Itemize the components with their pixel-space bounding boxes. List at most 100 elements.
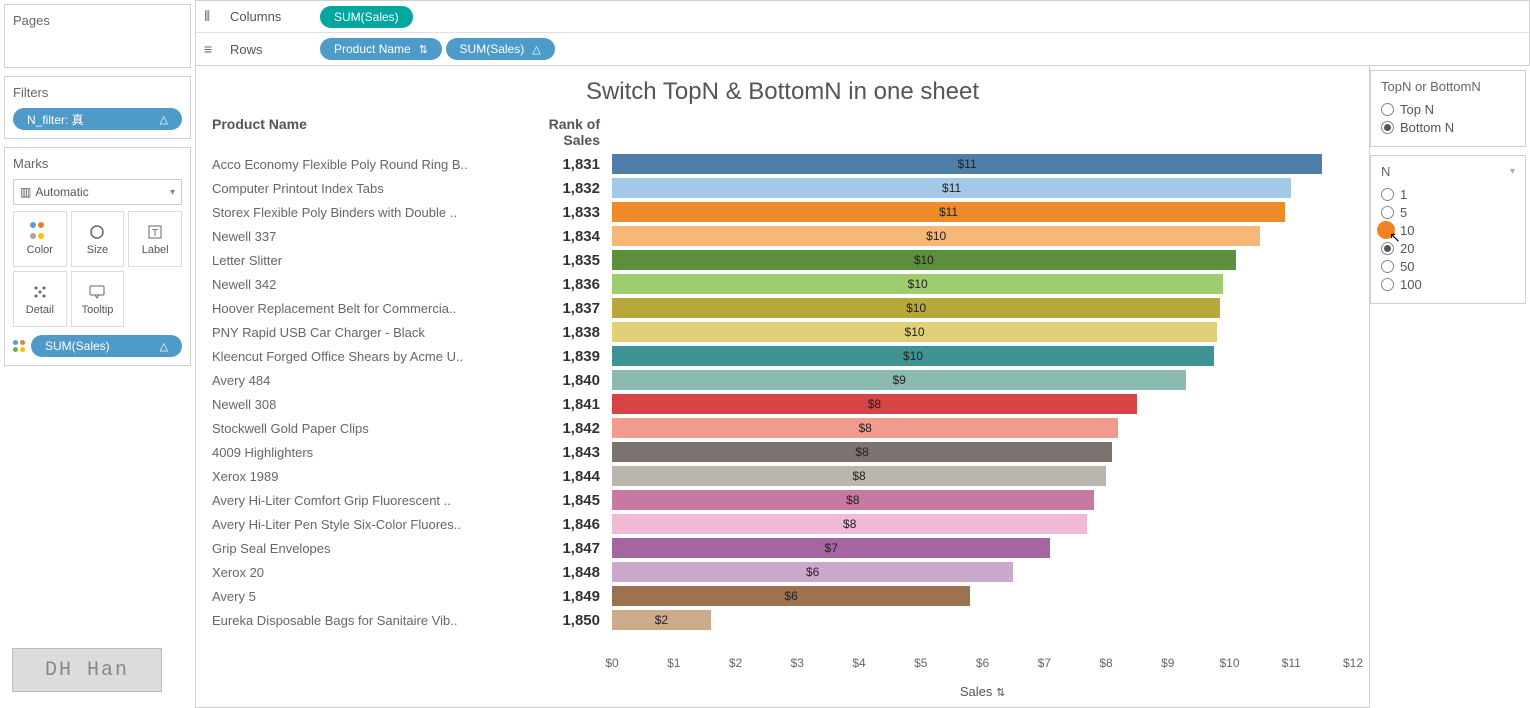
rank-value: 1,831	[512, 156, 612, 173]
radio-topn[interactable]: Top N	[1381, 102, 1515, 117]
shelf-pill[interactable]: SUM(Sales)△	[446, 38, 555, 60]
bar[interactable]: $9	[612, 370, 1186, 390]
watermark: DH Han	[12, 648, 162, 692]
viz-title: Switch TopN & BottomN in one sheet	[212, 78, 1353, 106]
table-row[interactable]: Avery Hi-Liter Pen Style Six-Color Fluor…	[212, 512, 1353, 536]
table-row[interactable]: Storex Flexible Poly Binders with Double…	[212, 200, 1353, 224]
product-name: Newell 342	[212, 277, 512, 292]
columns-shelf[interactable]: ⦀ Columns SUM(Sales)	[196, 1, 1529, 33]
table-row[interactable]: 4009 Highlighters1,843$8	[212, 440, 1353, 464]
table-row[interactable]: Xerox 19891,844$8	[212, 464, 1353, 488]
bar[interactable]: $11	[612, 154, 1322, 174]
radio-n[interactable]: 50	[1381, 259, 1515, 274]
rank-value: 1,846	[512, 516, 612, 533]
rows-shelf[interactable]: ≡ Rows Product Name⇅ SUM(Sales)△	[196, 33, 1529, 65]
radio-n[interactable]: 20	[1381, 241, 1515, 256]
shelf-pill[interactable]: Product Name⇅	[320, 38, 442, 60]
table-row[interactable]: Acco Economy Flexible Poly Round Ring B.…	[212, 152, 1353, 176]
rows-icon: ≡	[204, 41, 220, 57]
table-row[interactable]: Letter Slitter1,835$10	[212, 248, 1353, 272]
bar[interactable]: $8	[612, 466, 1106, 486]
radio-n[interactable]: 1	[1381, 187, 1515, 202]
product-name: Avery 5	[212, 589, 512, 604]
table-row[interactable]: Avery 51,849$6	[212, 584, 1353, 608]
rank-value: 1,842	[512, 420, 612, 437]
bar[interactable]: $6	[612, 562, 1013, 582]
right-panel: TopN or BottomN Top NBottom N N▾ 15↖1020…	[1370, 66, 1530, 708]
rank-value: 1,849	[512, 588, 612, 605]
filters-title: Filters	[13, 85, 182, 100]
product-name: Stockwell Gold Paper Clips	[212, 421, 512, 436]
table-row[interactable]: Avery 4841,840$9	[212, 368, 1353, 392]
radio-topn[interactable]: Bottom N	[1381, 120, 1515, 135]
rank-value: 1,839	[512, 348, 612, 365]
table-row[interactable]: PNY Rapid USB Car Charger - Black1,838$1…	[212, 320, 1353, 344]
rank-value: 1,838	[512, 324, 612, 341]
table-row[interactable]: Xerox 201,848$6	[212, 560, 1353, 584]
product-name: Acco Economy Flexible Poly Round Ring B.…	[212, 157, 512, 172]
tooltip-button[interactable]: Tooltip	[71, 271, 125, 327]
bar[interactable]: $7	[612, 538, 1050, 558]
size-button[interactable]: Size	[71, 211, 125, 267]
bar[interactable]: $10	[612, 298, 1220, 318]
filter-pill[interactable]: N_filter: 真 △	[13, 108, 182, 130]
x-axis: $0$1$2$3$4$5$6$7$8$9$10$11$12	[612, 656, 1353, 674]
bar[interactable]: $10	[612, 250, 1236, 270]
product-name: Kleencut Forged Office Shears by Acme U.…	[212, 349, 512, 364]
shelf-pill[interactable]: SUM(Sales)	[320, 6, 413, 28]
bar[interactable]: $11	[612, 202, 1285, 222]
radio-n[interactable]: 5	[1381, 205, 1515, 220]
bar[interactable]: $8	[612, 490, 1094, 510]
table-row[interactable]: Newell 3421,836$10	[212, 272, 1353, 296]
color-button[interactable]: Color	[13, 211, 67, 267]
marks-card: Marks ▥ Automatic Color Size T Label	[4, 147, 191, 366]
product-name: Newell 308	[212, 397, 512, 412]
radio-n[interactable]: 100	[1381, 277, 1515, 292]
product-name: Avery 484	[212, 373, 512, 388]
product-name: Avery Hi-Liter Comfort Grip Fluorescent …	[212, 493, 512, 508]
table-row[interactable]: Hoover Replacement Belt for Commercia..1…	[212, 296, 1353, 320]
rank-value: 1,836	[512, 276, 612, 293]
bar[interactable]: $10	[612, 274, 1223, 294]
detail-button[interactable]: Detail	[13, 271, 67, 327]
rank-value: 1,848	[512, 564, 612, 581]
table-row[interactable]: Newell 3081,841$8	[212, 392, 1353, 416]
bar[interactable]: $10	[612, 322, 1217, 342]
header-rank: Rank of Sales	[512, 116, 612, 148]
table-row[interactable]: Kleencut Forged Office Shears by Acme U.…	[212, 344, 1353, 368]
table-row[interactable]: Avery Hi-Liter Comfort Grip Fluorescent …	[212, 488, 1353, 512]
table-row[interactable]: Newell 3371,834$10	[212, 224, 1353, 248]
bar[interactable]: $8	[612, 442, 1112, 462]
bar[interactable]: $8	[612, 514, 1087, 534]
marks-sum-pill[interactable]: SUM(Sales) △	[13, 335, 182, 357]
product-name: Xerox 20	[212, 565, 512, 580]
bar[interactable]: $8	[612, 418, 1118, 438]
rank-value: 1,833	[512, 204, 612, 221]
viz-area: Switch TopN & BottomN in one sheet Produ…	[195, 66, 1370, 708]
radio-n[interactable]: ↖10	[1381, 223, 1515, 238]
rank-value: 1,841	[512, 396, 612, 413]
label-button[interactable]: T Label	[128, 211, 182, 267]
table-row[interactable]: Computer Printout Index Tabs1,832$11	[212, 176, 1353, 200]
product-name: PNY Rapid USB Car Charger - Black	[212, 325, 512, 340]
product-name: 4009 Highlighters	[212, 445, 512, 460]
product-name: Grip Seal Envelopes	[212, 541, 512, 556]
product-name: Eureka Disposable Bags for Sanitaire Vib…	[212, 613, 512, 628]
marks-dropdown[interactable]: ▥ Automatic	[13, 179, 182, 205]
bar[interactable]: $10	[612, 226, 1260, 246]
table-row[interactable]: Eureka Disposable Bags for Sanitaire Vib…	[212, 608, 1353, 632]
bar[interactable]: $2	[612, 610, 711, 630]
product-name: Newell 337	[212, 229, 512, 244]
product-name: Storex Flexible Poly Binders with Double…	[212, 205, 512, 220]
bar[interactable]: $8	[612, 394, 1137, 414]
table-row[interactable]: Grip Seal Envelopes1,847$7	[212, 536, 1353, 560]
filters-card: Filters N_filter: 真 △	[4, 76, 191, 139]
table-row[interactable]: Stockwell Gold Paper Clips1,842$8	[212, 416, 1353, 440]
rank-value: 1,847	[512, 540, 612, 557]
bar[interactable]: $11	[612, 178, 1291, 198]
rank-value: 1,845	[512, 492, 612, 509]
pages-card: Pages	[4, 4, 191, 68]
rank-value: 1,840	[512, 372, 612, 389]
bar[interactable]: $10	[612, 346, 1214, 366]
bar[interactable]: $6	[612, 586, 970, 606]
